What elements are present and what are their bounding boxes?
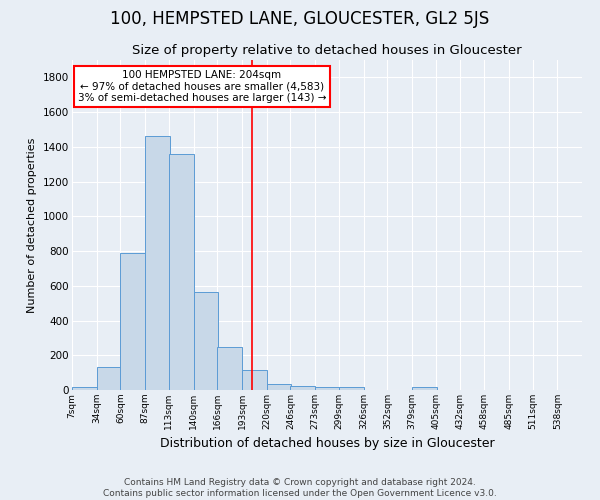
Bar (412, 386, 437, 390)
Bar (97, 366, 121, 390)
Bar (217, 346, 242, 390)
Bar (290, 386, 315, 390)
Text: 100, HEMPSTED LANE, GLOUCESTER, GL2 5JS: 100, HEMPSTED LANE, GLOUCESTER, GL2 5JS (110, 10, 490, 28)
Bar (242, 370, 266, 390)
Bar (315, 388, 340, 390)
Bar (72, 386, 97, 390)
Y-axis label: Number of detached properties: Number of detached properties (28, 138, 37, 312)
Bar (145, 136, 170, 390)
Title: Size of property relative to detached houses in Gloucester: Size of property relative to detached ho… (132, 44, 522, 58)
Bar (121, 253, 145, 390)
Text: Contains HM Land Registry data © Crown copyright and database right 2024.
Contai: Contains HM Land Registry data © Crown c… (103, 478, 497, 498)
Bar (266, 384, 292, 390)
Text: 100 HEMPSTED LANE: 204sqm
← 97% of detached houses are smaller (4,583)
3% of sem: 100 HEMPSTED LANE: 204sqm ← 97% of detac… (78, 70, 326, 103)
Bar (339, 386, 364, 390)
Bar (194, 292, 218, 390)
Bar (169, 154, 194, 390)
X-axis label: Distribution of detached houses by size in Gloucester: Distribution of detached houses by size … (160, 438, 494, 450)
